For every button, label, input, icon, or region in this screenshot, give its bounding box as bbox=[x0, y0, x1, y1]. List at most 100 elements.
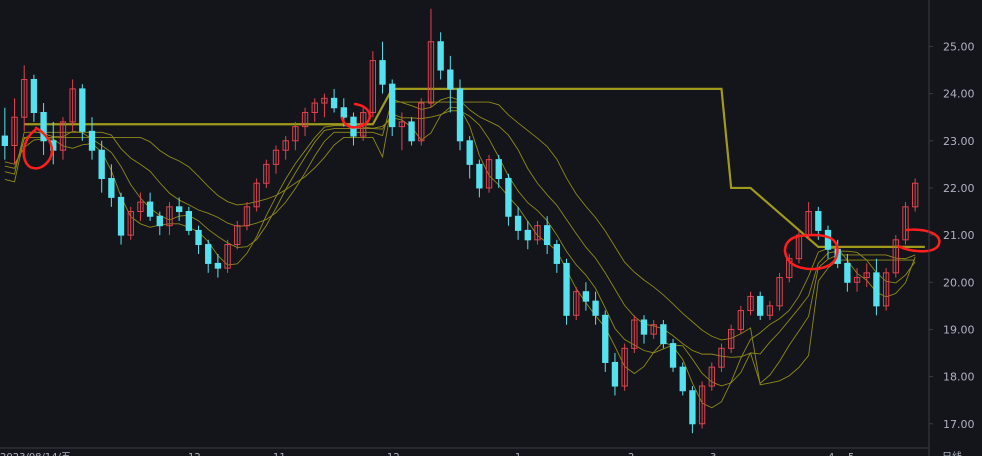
candle-body-up bbox=[137, 201, 144, 213]
candle-body-up bbox=[166, 206, 173, 227]
candle-body-down bbox=[340, 107, 347, 118]
candle-body-up bbox=[224, 244, 231, 269]
candle-body-up bbox=[485, 159, 493, 189]
candle-body-down bbox=[437, 41, 444, 71]
candle-body-down bbox=[476, 163, 483, 189]
y-tick-label: 24.00 bbox=[943, 88, 975, 101]
candle-body-down bbox=[88, 130, 96, 151]
candle-body-up bbox=[321, 97, 328, 104]
candle-body-up bbox=[234, 225, 241, 246]
candle-body-down bbox=[602, 314, 609, 363]
candle-body-down bbox=[40, 111, 47, 142]
candle-body-down bbox=[379, 60, 386, 85]
candle-body-down bbox=[156, 215, 163, 227]
candle-body-down bbox=[1, 135, 9, 146]
candle-body-up bbox=[631, 319, 638, 349]
candle-body-up bbox=[573, 291, 580, 316]
candle-body-down bbox=[563, 262, 570, 316]
candle-body-down bbox=[514, 215, 522, 231]
candle-body-down bbox=[30, 78, 38, 113]
candle-body-down bbox=[466, 140, 473, 165]
candle-body-up bbox=[718, 347, 725, 368]
candle-body-down bbox=[592, 300, 599, 316]
candle-body-up bbox=[369, 60, 377, 113]
candle-body-down bbox=[505, 178, 512, 217]
annotation-bracket bbox=[896, 228, 941, 253]
candle-body-down bbox=[679, 366, 686, 392]
y-tick-label: 21.00 bbox=[943, 229, 975, 242]
candle-body-up bbox=[253, 182, 260, 208]
candle-body-down bbox=[117, 196, 125, 236]
candle-body-down bbox=[689, 390, 696, 425]
candle-body-up bbox=[243, 206, 251, 227]
x-tick-label: 11 bbox=[273, 452, 286, 456]
candle-body-down bbox=[815, 211, 822, 231]
candle-body-up bbox=[418, 102, 425, 142]
candle-body-up bbox=[621, 347, 628, 387]
candle-body-down bbox=[108, 178, 115, 198]
candle-body-down bbox=[873, 272, 880, 307]
annotation-circle bbox=[22, 126, 54, 170]
candle-body-up bbox=[911, 182, 919, 208]
y-tick-label: 23.00 bbox=[943, 135, 975, 148]
annotation-circle bbox=[340, 102, 371, 129]
x-tick-label: 4 bbox=[828, 452, 834, 456]
candle-body-up bbox=[863, 272, 870, 279]
candle-body-down bbox=[640, 319, 648, 335]
candle-body-up bbox=[21, 78, 28, 118]
candle-body-up bbox=[786, 258, 793, 279]
candle-body-down bbox=[757, 295, 764, 316]
candle-body-up bbox=[892, 239, 899, 274]
candle-body-up bbox=[69, 88, 76, 123]
cost-line bbox=[24, 87, 925, 249]
candle-body-down bbox=[389, 83, 396, 128]
candle-body-up bbox=[11, 116, 18, 146]
candle-body-down bbox=[447, 69, 454, 90]
y-tick-label: 22.00 bbox=[943, 182, 975, 195]
candle-body-down bbox=[660, 324, 667, 345]
candle-body-up bbox=[301, 111, 309, 128]
y-tick-label: 18.00 bbox=[943, 371, 975, 384]
x-tick-label: 2 bbox=[628, 452, 634, 456]
candle-body-down bbox=[524, 229, 531, 241]
candle-body-up bbox=[292, 126, 299, 142]
x-tick-label: 12 bbox=[387, 452, 400, 456]
time-axis: 2023/08/14/五12111212345日线 bbox=[0, 450, 962, 456]
candle-body-down bbox=[582, 291, 590, 302]
candle-body-down bbox=[543, 225, 551, 246]
candle-body-up bbox=[272, 149, 280, 165]
candle-body-up bbox=[902, 206, 909, 241]
cost-band-line bbox=[4, 110, 916, 387]
candle-body-up bbox=[776, 277, 783, 307]
candle-body-down bbox=[195, 229, 202, 246]
candle-body-down bbox=[408, 121, 415, 142]
price-axis: 25.00 24.00 23.00 22.00 21.00 20.00 19.00 18.00… bbox=[929, 40, 975, 431]
candle-body-up bbox=[127, 211, 134, 236]
plot-area bbox=[1, 8, 941, 434]
candle-body-down bbox=[146, 201, 154, 217]
candle-body-down bbox=[214, 262, 222, 269]
candle-body-down bbox=[669, 343, 677, 368]
candle-body-up bbox=[427, 41, 435, 104]
candle-body-up bbox=[853, 277, 861, 283]
candle-body-down bbox=[495, 159, 502, 180]
x-tick-label: 1 bbox=[515, 452, 521, 456]
y-tick-label: 19.00 bbox=[943, 323, 975, 336]
candle-body-up bbox=[650, 324, 657, 335]
candle-body-up bbox=[398, 121, 406, 128]
candle-body-up bbox=[747, 295, 754, 312]
candle-body-down bbox=[205, 244, 212, 264]
candle-body-down bbox=[611, 361, 619, 387]
y-tick-label: 17.00 bbox=[943, 418, 975, 431]
candle-body-down bbox=[824, 229, 832, 250]
x-tick-label: 3 bbox=[710, 452, 716, 456]
candle-body-up bbox=[737, 310, 745, 330]
x-tick-label: 5 bbox=[848, 452, 854, 456]
x-tick-label: 日线 bbox=[942, 450, 962, 456]
candle-body-down bbox=[844, 262, 851, 283]
candle-body-up bbox=[708, 366, 715, 387]
candle-body-up bbox=[263, 163, 270, 184]
candle-body-down bbox=[175, 206, 183, 213]
candle-body-down bbox=[98, 149, 105, 180]
